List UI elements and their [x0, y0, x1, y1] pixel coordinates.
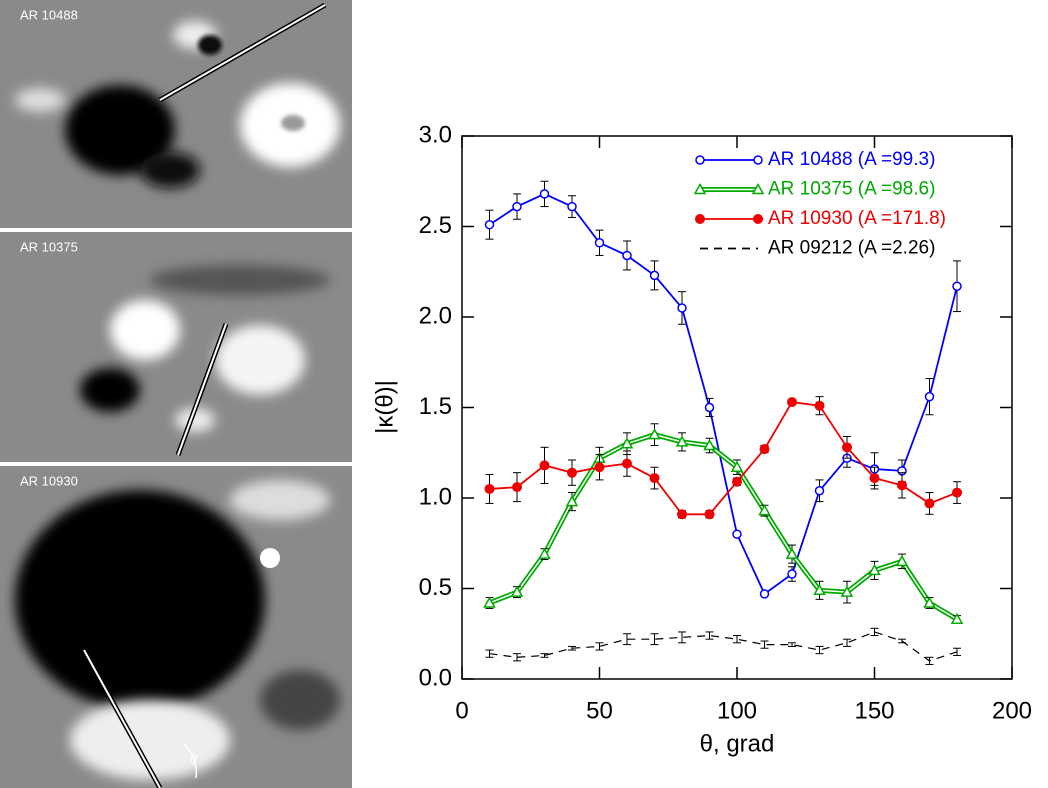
magnetogram-2: AR 10375 — [0, 232, 352, 462]
data-point — [649, 473, 660, 484]
data-point — [510, 585, 524, 597]
data-point — [594, 238, 605, 248]
data-point — [622, 250, 632, 261]
magnetogram-1: AR 10488 — [0, 0, 352, 228]
data-point — [703, 438, 716, 451]
x-tick-label: 0 — [455, 697, 468, 724]
data-point — [950, 612, 964, 625]
data-point — [539, 460, 550, 471]
data-point — [814, 400, 825, 411]
angle-label: θ — [190, 751, 197, 766]
legend-label: AR 09212 (A =2.26) — [768, 238, 935, 259]
y-tick-label: 2.5 — [419, 212, 452, 239]
data-point — [594, 462, 605, 473]
x-tick-label: 150 — [854, 697, 894, 724]
legend-marker — [693, 182, 707, 195]
data-point — [620, 437, 634, 449]
data-point — [484, 219, 495, 230]
series-line — [488, 432, 959, 622]
data-point — [842, 442, 852, 453]
data-point — [567, 467, 577, 478]
x-axis-title: θ, grad — [700, 730, 775, 757]
data-point — [758, 504, 771, 516]
data-point — [924, 391, 935, 402]
data-point — [622, 458, 632, 469]
data-point — [483, 596, 496, 608]
x-tick-label: 200 — [992, 697, 1032, 724]
data-point — [923, 596, 936, 608]
data-point — [730, 460, 744, 472]
legend-marker — [695, 155, 705, 165]
legend-marker — [751, 182, 765, 195]
legend-label: AR 10488 (A =99.3) — [768, 149, 935, 170]
y-tick-label: 2.0 — [419, 302, 452, 329]
y-tick-label: 0.5 — [419, 574, 452, 601]
data-point — [787, 569, 797, 579]
series-line — [489, 433, 958, 620]
data-point — [675, 435, 689, 447]
data-point — [868, 563, 881, 576]
data-point — [787, 397, 797, 408]
data-point — [732, 476, 742, 487]
data-point — [648, 428, 661, 440]
y-tick-label: 3.0 — [419, 121, 452, 148]
panel-label: AR 10375 — [20, 239, 78, 254]
y-tick-label: 0.0 — [419, 664, 452, 691]
x-tick-label: 50 — [586, 697, 613, 724]
data-point — [538, 547, 551, 559]
data-point — [649, 270, 660, 281]
y-tick-label: 1.5 — [419, 393, 452, 420]
data-point — [704, 509, 715, 520]
data-point — [677, 303, 687, 313]
data-point — [814, 486, 825, 496]
data-point — [567, 201, 577, 212]
data-point — [759, 589, 770, 599]
data-point — [924, 498, 935, 509]
legend-marker — [753, 214, 763, 224]
data-point — [897, 480, 907, 491]
data-point — [565, 495, 579, 507]
legend-marker — [753, 155, 763, 165]
y-tick-label: 1.0 — [419, 483, 452, 510]
data-point — [869, 473, 880, 484]
data-point — [677, 509, 687, 520]
data-point — [512, 201, 522, 212]
data-point — [952, 281, 962, 291]
data-point — [840, 585, 854, 597]
data-point — [759, 444, 770, 455]
data-point — [895, 554, 909, 567]
x-tick-label: 100 — [717, 697, 757, 724]
data-point — [732, 529, 742, 539]
panel-label: AR 10488 — [20, 7, 78, 22]
legend-marker — [695, 214, 705, 224]
data-point — [785, 547, 799, 559]
panel-label: AR 10930 — [20, 473, 78, 488]
magnetogram-3: θ AR 10930 — [0, 466, 352, 788]
data-point — [512, 482, 522, 493]
data-point — [952, 487, 962, 498]
y-axis-title: |κ(θ)| — [371, 380, 398, 434]
data-point — [704, 402, 715, 413]
data-point — [813, 583, 826, 596]
series-line — [489, 631, 958, 662]
legend-label: AR 10375 (A =98.6) — [768, 179, 935, 200]
data-point — [484, 483, 495, 494]
data-point — [539, 189, 550, 199]
legend-label: AR 10930 (A =171.8) — [768, 208, 946, 229]
